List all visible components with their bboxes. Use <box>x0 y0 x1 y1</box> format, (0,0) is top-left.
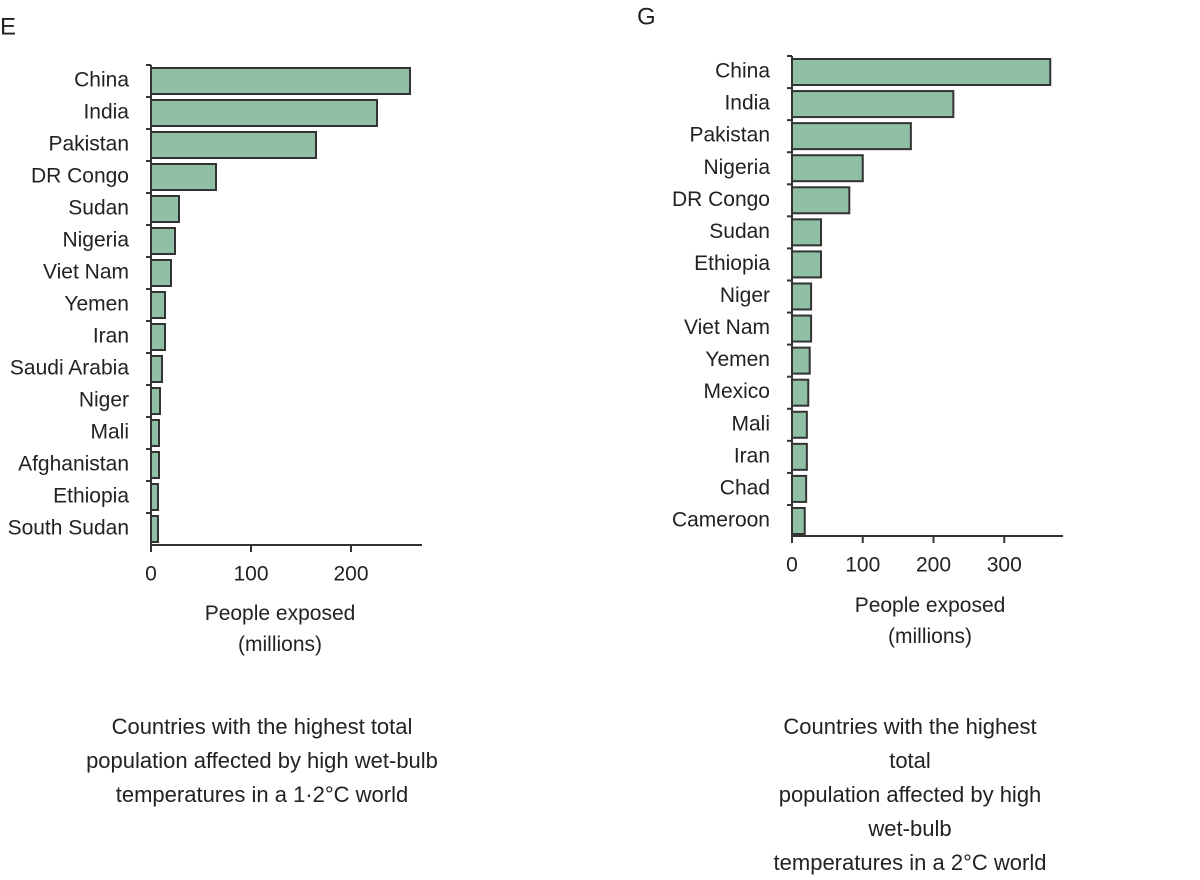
bar <box>791 346 811 375</box>
chart: E China India Pakistan DR Congo Sudan Nigeria V… <box>0 3 1063 586</box>
x-axis-label: People exposed (millions) <box>854 594 1006 648</box>
bar <box>791 218 823 247</box>
bar <box>150 195 180 223</box>
x-tick-label: 0 <box>145 563 157 586</box>
y-tick-label: DR Congo <box>31 165 129 188</box>
bar <box>150 483 159 511</box>
y-tick-label: Chad <box>720 476 770 499</box>
y-tick-label: Yemen <box>64 293 129 316</box>
bar <box>791 442 808 471</box>
y-tick-label: Viet Nam <box>684 316 770 339</box>
x-tick-label: 100 <box>233 563 268 586</box>
y-tick-label: India <box>724 92 770 115</box>
y-tick-label: Iran <box>734 444 770 467</box>
panel-label: G <box>637 3 656 30</box>
bar <box>791 410 808 439</box>
bar <box>150 67 411 95</box>
y-tick-label: Saudi Arabia <box>10 357 129 380</box>
caption: Countries with the highest total populat… <box>773 714 1047 875</box>
caption: Countries with the highest total populat… <box>86 714 438 807</box>
bar <box>150 291 166 319</box>
y-tick-label: Sudan <box>68 197 129 220</box>
bar <box>150 131 317 159</box>
y-tick-label: Cameroon <box>672 509 770 532</box>
bar <box>150 163 217 191</box>
y-tick-label: India <box>83 101 129 124</box>
bar <box>791 250 823 279</box>
y-tick-label: Mali <box>90 421 129 444</box>
bar <box>150 99 378 127</box>
bar <box>791 90 955 119</box>
y-tick-label: Pakistan <box>48 133 129 156</box>
y-tick-label: Pakistan <box>689 124 770 147</box>
panel-label: E <box>0 13 16 40</box>
y-tick-label: Yemen <box>705 348 770 371</box>
y-tick-label: Mali <box>731 412 770 435</box>
y-tick-label: China <box>74 69 129 92</box>
bar <box>791 378 810 407</box>
y-tick-label: South Sudan <box>8 517 129 540</box>
bar <box>791 154 864 183</box>
y-tick-label: Niger <box>720 284 770 307</box>
y-tick-label: Sudan <box>709 220 770 243</box>
y-tick-label: Viet Nam <box>43 261 129 284</box>
bar <box>150 451 160 479</box>
x-tick-label: 100 <box>845 554 880 577</box>
x-tick-label: 200 <box>916 554 951 577</box>
bar <box>150 323 166 351</box>
x-tick-label: 300 <box>987 554 1022 577</box>
bar <box>150 419 160 447</box>
x-tick-label: 200 <box>333 563 368 586</box>
bar <box>150 355 163 383</box>
bar <box>791 186 851 215</box>
y-tick-label: Ethiopia <box>53 485 129 508</box>
y-tick-label: China <box>715 60 770 83</box>
bar <box>150 227 176 255</box>
bar <box>791 474 808 503</box>
x-tick-label: 0 <box>786 554 798 577</box>
bar <box>791 282 813 311</box>
x-axis-label: People exposed (millions) <box>204 602 356 656</box>
bar <box>791 122 912 151</box>
y-tick-label: DR Congo <box>672 188 770 211</box>
bar <box>150 259 172 287</box>
y-tick-label: Iran <box>93 325 129 348</box>
bar <box>150 387 161 415</box>
bar <box>791 506 806 535</box>
page: E China India Pakistan DR Congo Sudan Nigeria V… <box>0 3 1063 875</box>
y-tick-label: Mexico <box>703 380 770 403</box>
bar <box>150 515 159 543</box>
y-tick-label: Nigeria <box>62 229 129 252</box>
bar <box>791 58 1052 86</box>
y-tick-label: Niger <box>79 389 129 412</box>
y-tick-label: Nigeria <box>703 156 770 179</box>
bar <box>791 314 813 343</box>
y-tick-label: Afghanistan <box>18 453 129 476</box>
y-tick-label: Ethiopia <box>694 252 770 275</box>
